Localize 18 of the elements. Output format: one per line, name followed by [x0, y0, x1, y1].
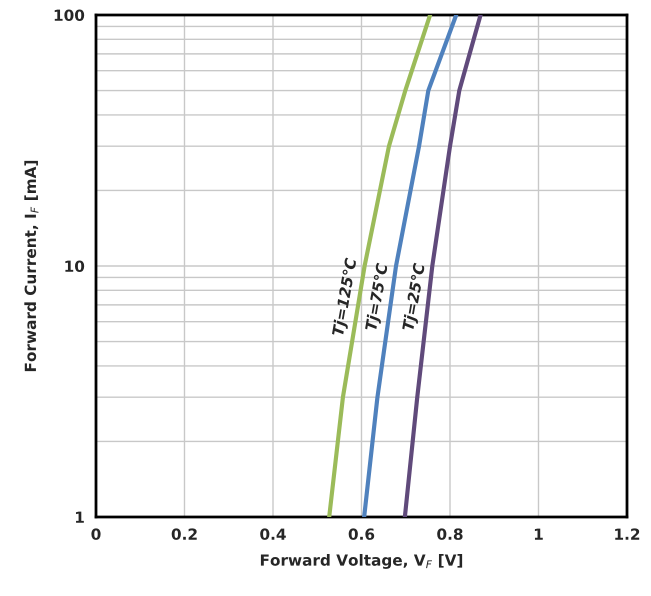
x-axis-title: Forward Voltage, V$_{F}$ [V]: [260, 554, 462, 569]
line-series: [362, 15, 458, 517]
x-tick-label: 1: [534, 528, 543, 540]
line-series: [327, 15, 432, 517]
text: Tj=25℃: [402, 262, 428, 332]
x-tick-label: 0.6: [348, 528, 374, 540]
y-tick-label: 100: [54, 9, 84, 22]
x-tick-label: 0.2: [172, 528, 197, 540]
y-tick-label: 1: [76, 512, 84, 523]
x-tick-label: 0.4: [260, 528, 286, 540]
text: Tj=75℃: [364, 262, 391, 332]
x-tick-label: 0: [91, 528, 101, 540]
y-tick-label: 10: [65, 260, 84, 272]
x-tick-label: 1.2: [615, 528, 640, 540]
text: Tj=125℃: [331, 257, 360, 337]
line-series: [402, 15, 483, 517]
x-tick-label: 0.8: [437, 528, 463, 540]
y-axis-title: Forward Current, I$_{F}$ [mA]: [24, 160, 38, 372]
